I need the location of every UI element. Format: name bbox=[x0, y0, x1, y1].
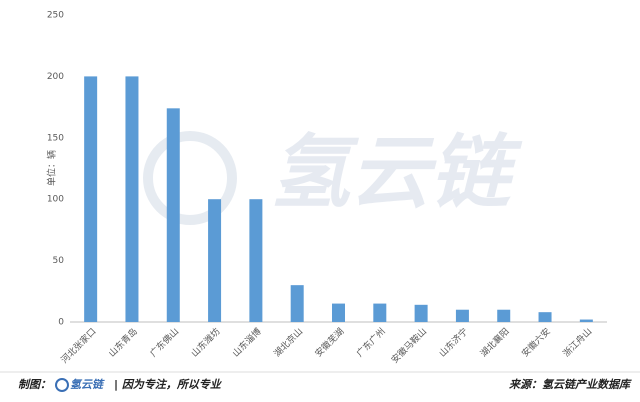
watermark: 氢云链 bbox=[270, 126, 523, 219]
x-tick-label: 安徽芜湖 bbox=[312, 325, 346, 359]
watermark-logo bbox=[143, 131, 237, 225]
footer-left-label: 制图： bbox=[18, 378, 51, 391]
x-tick-label: 广东佛山 bbox=[147, 325, 181, 359]
bar bbox=[249, 199, 263, 322]
x-tick-label: 山东济宁 bbox=[436, 325, 470, 359]
y-tick-label: 50 bbox=[53, 256, 65, 266]
bar bbox=[579, 319, 593, 322]
x-tick-label: 山东潍坊 bbox=[189, 325, 223, 359]
bar bbox=[497, 309, 511, 322]
bar bbox=[84, 76, 98, 323]
y-tick-label: 100 bbox=[47, 195, 64, 205]
footer-logo bbox=[55, 378, 69, 392]
y-tick-label: 150 bbox=[47, 133, 64, 143]
x-tick-label: 山东青岛 bbox=[106, 325, 140, 359]
bar bbox=[208, 199, 222, 322]
bar bbox=[125, 76, 139, 323]
footer-slogan: | 因为专注，所以专业 bbox=[114, 378, 223, 391]
x-tick-label: 安徽马鞍山 bbox=[389, 325, 429, 365]
x-tick-label: 湖北襄阳 bbox=[478, 325, 512, 359]
y-tick-label: 200 bbox=[47, 72, 64, 82]
y-tick-label: 0 bbox=[58, 318, 64, 328]
bar bbox=[414, 304, 428, 322]
bar bbox=[455, 309, 469, 322]
y-axis-label: 单位：辆 bbox=[46, 150, 58, 186]
x-tick-label: 湖北京山 bbox=[271, 325, 305, 359]
x-tick-label: 广东广州 bbox=[354, 325, 388, 359]
x-tick-label: 河北张家口 bbox=[58, 325, 98, 365]
x-tick-label: 山东淄博 bbox=[230, 325, 264, 359]
footer-brand: 氢云链 bbox=[70, 378, 105, 391]
footer-source: 来源：氢云链产业数据库 bbox=[509, 378, 632, 391]
bar bbox=[290, 285, 304, 322]
x-tick-label: 安徽六安 bbox=[519, 325, 553, 359]
bar bbox=[166, 108, 180, 322]
x-tick-label: 浙江舟山 bbox=[560, 325, 594, 359]
y-tick-label: 250 bbox=[47, 11, 64, 21]
bar bbox=[373, 303, 387, 322]
bar bbox=[538, 312, 552, 322]
bar bbox=[332, 303, 345, 322]
